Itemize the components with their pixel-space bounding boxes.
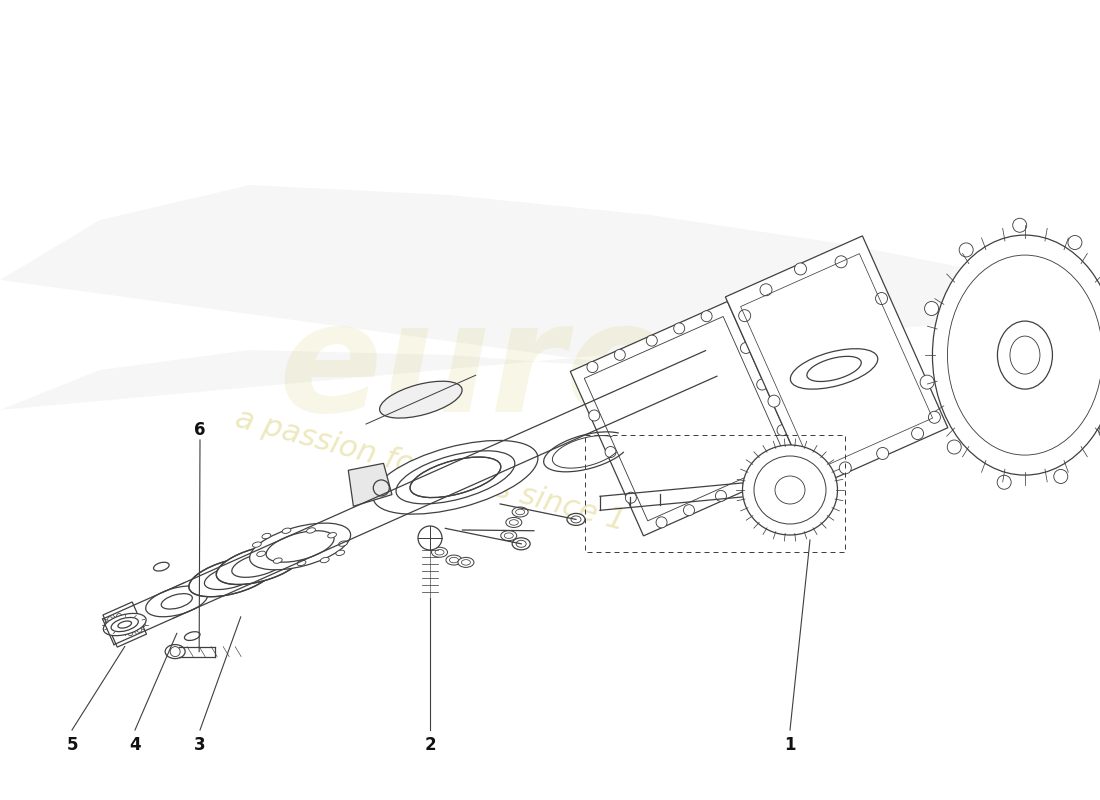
Ellipse shape [446,555,462,565]
Circle shape [626,492,637,503]
Circle shape [757,379,768,390]
Circle shape [1068,235,1082,250]
Circle shape [418,526,442,550]
Ellipse shape [253,542,262,547]
Circle shape [1099,425,1100,438]
Ellipse shape [566,514,585,526]
Text: 6: 6 [195,421,206,439]
Polygon shape [725,236,948,489]
Circle shape [701,310,712,322]
Ellipse shape [339,541,348,546]
Circle shape [839,462,851,474]
Ellipse shape [500,530,517,541]
Circle shape [739,310,750,322]
Circle shape [1054,470,1068,483]
Ellipse shape [410,457,500,498]
Ellipse shape [431,547,448,558]
Ellipse shape [791,349,878,389]
Ellipse shape [336,550,344,555]
Text: 1: 1 [784,736,795,754]
Ellipse shape [262,534,271,538]
Circle shape [587,362,598,373]
Ellipse shape [256,551,265,557]
Ellipse shape [217,545,301,585]
Ellipse shape [379,382,462,418]
Polygon shape [0,185,1100,430]
Circle shape [794,263,806,275]
Ellipse shape [328,533,337,538]
Ellipse shape [282,528,290,534]
Circle shape [656,517,667,528]
Text: 3: 3 [195,736,206,754]
Polygon shape [349,463,392,506]
Ellipse shape [513,538,530,550]
Ellipse shape [145,586,208,617]
Ellipse shape [458,558,474,567]
Ellipse shape [307,528,316,533]
Ellipse shape [742,445,837,535]
Ellipse shape [154,562,169,571]
Circle shape [777,425,788,436]
Text: 5: 5 [66,736,78,754]
Circle shape [614,350,625,360]
Polygon shape [570,302,801,536]
Circle shape [876,293,888,305]
Circle shape [605,446,616,458]
Ellipse shape [320,558,329,562]
Text: a passion for parts since 1: a passion for parts since 1 [232,404,628,536]
Circle shape [740,342,751,354]
Ellipse shape [165,645,185,658]
Circle shape [835,256,847,268]
Ellipse shape [373,441,538,514]
Circle shape [760,284,772,296]
Ellipse shape [297,560,306,566]
Circle shape [810,470,822,482]
Circle shape [998,475,1011,490]
Ellipse shape [250,523,351,570]
Circle shape [947,440,961,454]
Ellipse shape [274,558,283,563]
Text: 4: 4 [129,736,141,754]
Circle shape [912,427,924,439]
Circle shape [877,447,889,459]
Ellipse shape [189,557,274,597]
Circle shape [588,410,600,421]
Circle shape [742,478,754,490]
Polygon shape [103,602,146,647]
Ellipse shape [506,518,521,527]
Circle shape [768,395,780,407]
Text: 2: 2 [425,736,436,754]
Circle shape [715,490,726,502]
Circle shape [673,323,684,334]
Ellipse shape [933,235,1100,475]
Ellipse shape [513,507,528,517]
Circle shape [683,505,694,516]
Ellipse shape [185,632,200,641]
Circle shape [770,466,781,477]
Circle shape [647,335,658,346]
Ellipse shape [998,321,1053,389]
Circle shape [925,302,938,315]
Circle shape [959,243,974,257]
Circle shape [928,411,940,423]
Text: europ: europ [279,295,781,445]
Circle shape [920,375,934,389]
Ellipse shape [103,614,146,636]
Circle shape [1013,218,1026,232]
